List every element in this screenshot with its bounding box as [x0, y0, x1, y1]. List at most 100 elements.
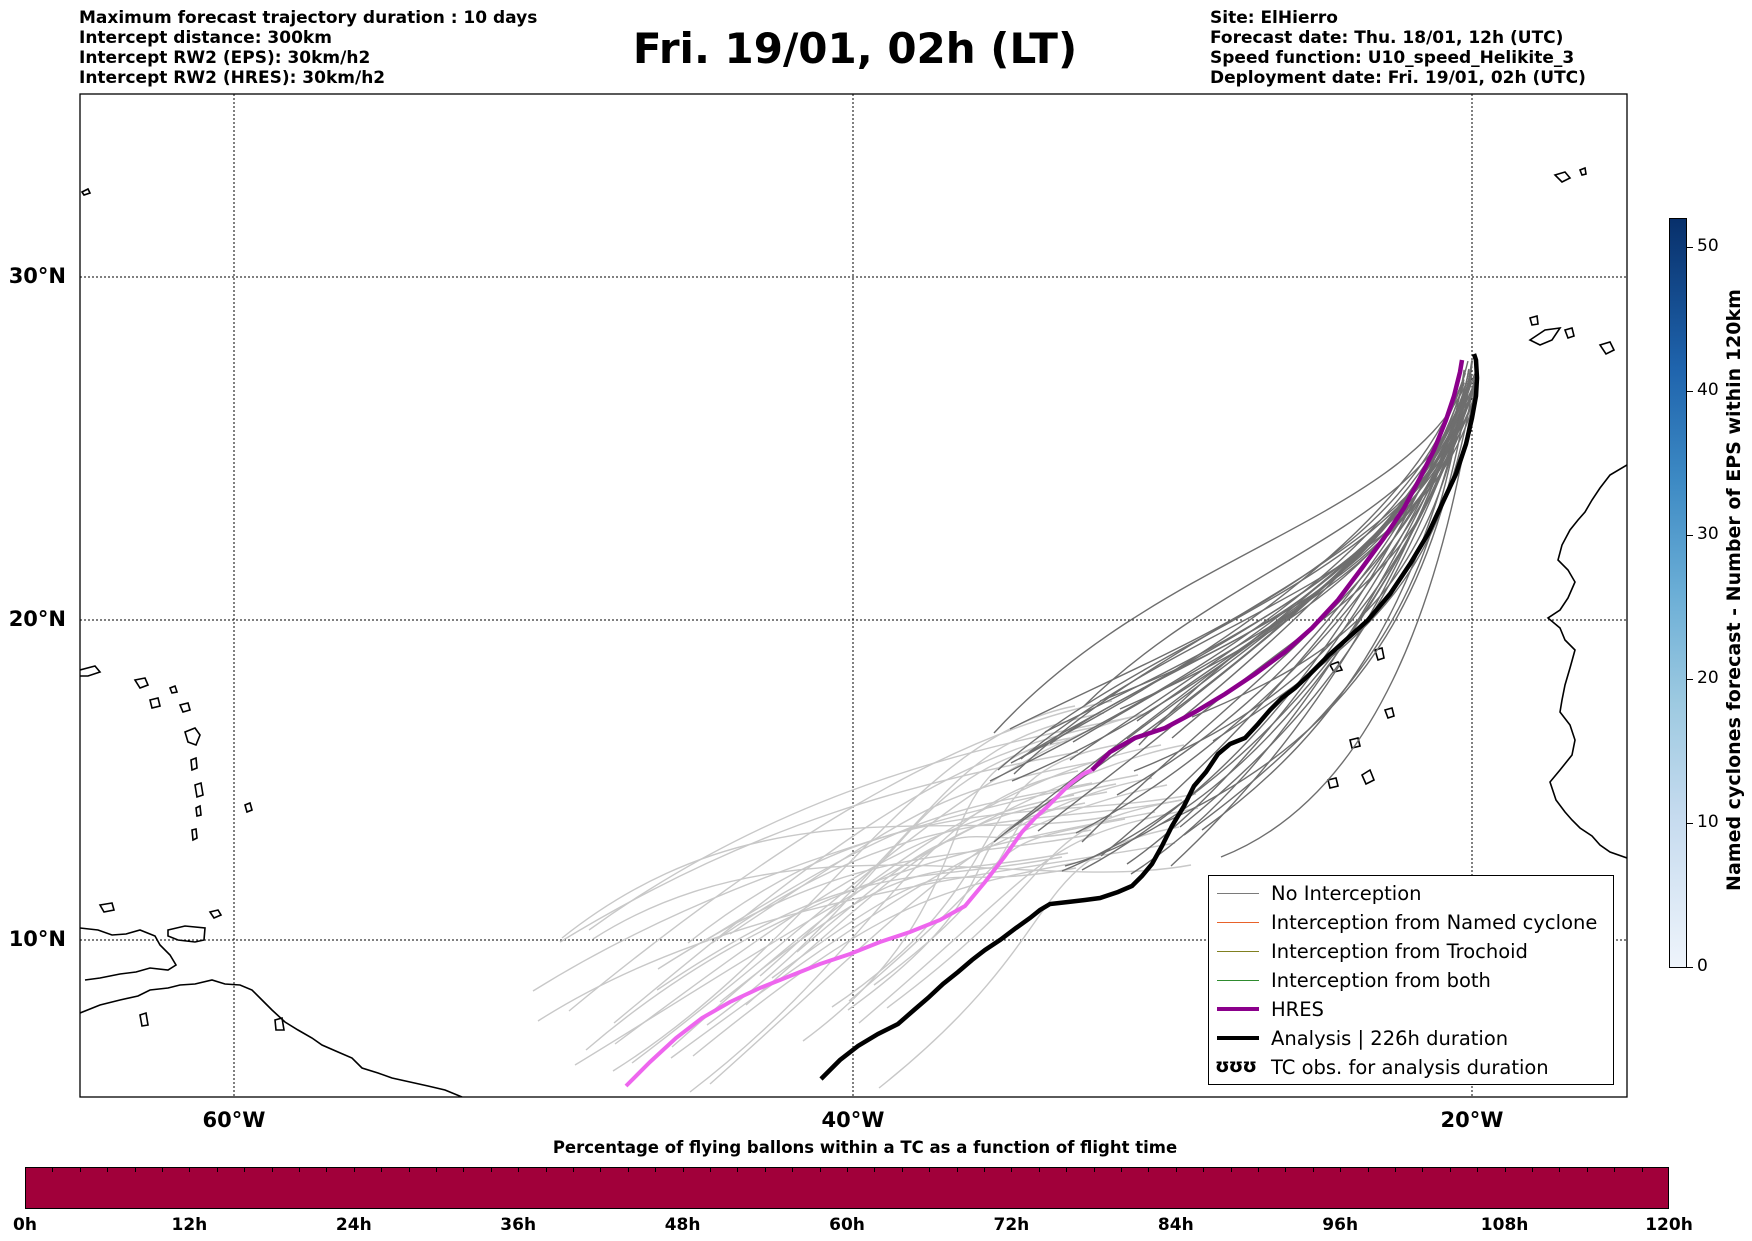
flight-time-tick	[381, 1167, 383, 1172]
ensemble-member-light	[592, 864, 1192, 940]
info-intercept-eps: Intercept RW2 (EPS): 30km/h2	[79, 48, 371, 68]
flight-time-tick	[1011, 1167, 1013, 1172]
ensemble-member-light	[689, 770, 1079, 1093]
flight-time-tick	[792, 1167, 794, 1172]
flight-time-tick-label: 12h	[171, 1215, 208, 1235]
ensemble-member-dark	[1136, 382, 1466, 722]
flight-time-tick	[79, 1167, 81, 1172]
flight-time-tick	[463, 1167, 465, 1172]
ensemble-member-light	[707, 782, 1093, 940]
ensemble-member-light	[709, 777, 1153, 1085]
island-cape-verde-5	[1327, 777, 1339, 789]
flight-time-tick	[490, 1167, 492, 1172]
flight-time-tick	[244, 1167, 246, 1172]
colorbar-tick	[1687, 967, 1693, 968]
island-bermuda	[80, 187, 92, 196]
ensemble-member-dark	[1044, 369, 1470, 733]
ensemble-member-light	[719, 852, 1069, 1003]
legend-label: No Interception	[1271, 882, 1422, 905]
flight-time-tick	[1175, 1167, 1177, 1172]
flight-time-tick	[189, 1167, 191, 1172]
island-aruba	[98, 902, 116, 913]
africa-coast	[1546, 464, 1627, 859]
ensemble-member-dark	[1064, 399, 1475, 867]
colorbar-tick	[1687, 823, 1693, 824]
flight-time-tick	[1230, 1167, 1232, 1172]
hres-trajectory-light	[624, 768, 1093, 1088]
island-madeira-2	[1578, 166, 1587, 176]
legend-item-named-cyclone: Interception from Named cyclone	[1209, 908, 1613, 937]
flight-time-tick	[271, 1167, 273, 1172]
flight-time-tick	[847, 1167, 848, 1172]
island-canary-3	[1563, 327, 1575, 340]
flight-time-tick	[216, 1167, 218, 1172]
ensemble-member-light	[656, 856, 1063, 991]
legend-item-trochoid: Interception from Trochoid	[1209, 937, 1613, 966]
island-cape-verde-2	[1328, 660, 1344, 673]
flight-time-tick-label: 108h	[1480, 1215, 1529, 1235]
legend-label: Interception from Trochoid	[1271, 940, 1528, 963]
legend-line-orange	[1217, 922, 1259, 923]
ensemble-member-light	[559, 751, 1079, 943]
flight-time-tick-label: 72h	[993, 1215, 1030, 1235]
ensemble-member-dark	[1037, 371, 1470, 832]
map-legend: No Interception Interception from Named …	[1208, 875, 1614, 1085]
lat-label-30n: 30°N	[8, 264, 66, 288]
flight-time-tick	[1614, 1167, 1616, 1172]
island-canary-1	[1528, 326, 1562, 346]
flight-time-tick	[1367, 1167, 1369, 1172]
island-madeira	[1553, 171, 1572, 183]
ensemble-member-dark	[1158, 360, 1474, 826]
island-cape-verde-3	[1349, 737, 1361, 749]
trinidad-island	[167, 925, 206, 943]
info-max-duration: Maximum forecast trajectory duration : 1…	[79, 8, 538, 28]
colorbar-tick	[1687, 535, 1693, 536]
island-canary-2	[1598, 341, 1616, 356]
flight-time-tick-label: 120h	[1645, 1215, 1693, 1235]
island-guadeloupe	[184, 727, 201, 747]
legend-line-gray	[1217, 893, 1259, 894]
ensemble-member-dark	[1212, 376, 1476, 742]
island-tobago	[208, 909, 223, 919]
flight-time-tick	[1395, 1167, 1396, 1172]
info-deployment-date: Deployment date: Fri. 19/01, 02h (UTC)	[1210, 68, 1586, 88]
flight-time-tick	[1449, 1167, 1451, 1172]
legend-item-tc-obs: ʊʊʊ TC obs. for analysis duration	[1209, 1053, 1613, 1082]
ensemble-member-light	[670, 784, 1168, 1059]
island-canary-4	[1529, 314, 1539, 326]
ensemble-member-dark	[1010, 372, 1467, 764]
legend-label: TC obs. for analysis duration	[1271, 1056, 1549, 1079]
flight-time-tick	[1285, 1167, 1287, 1172]
island-virgin	[133, 677, 150, 689]
flight-time-tick	[545, 1167, 547, 1172]
legend-item-no-interception: No Interception	[1209, 879, 1613, 908]
flight-time-tick-label: 36h	[500, 1215, 537, 1235]
legend-line-olive	[1217, 951, 1259, 952]
flight-time-tick	[1586, 1167, 1588, 1172]
island-cape-verde-4	[1360, 768, 1376, 786]
island-cape-verde-1	[1374, 646, 1385, 662]
legend-line-purple	[1217, 1007, 1259, 1011]
ensemble-member-light	[802, 737, 1071, 1042]
flight-time-tick	[1038, 1167, 1040, 1172]
island-barbados	[244, 801, 253, 814]
flight-time-tick	[326, 1167, 328, 1172]
island-stvincent	[191, 828, 198, 842]
colorbar-label: 10	[1697, 812, 1719, 832]
colorbar-label: 30	[1697, 524, 1719, 544]
lon-label-40w: 40°W	[821, 1108, 885, 1132]
island-antigua	[178, 702, 191, 713]
colorbar-tick	[1687, 391, 1693, 392]
ensemble-member-light	[858, 807, 1199, 1024]
island-dominica	[190, 756, 198, 772]
flight-time-tick	[929, 1167, 931, 1172]
flight-time-tick	[1641, 1167, 1643, 1172]
flight-time-tick-label: 84h	[1157, 1215, 1194, 1235]
flight-time-tick	[874, 1167, 876, 1172]
flight-time-tick	[682, 1167, 684, 1172]
ensemble-member-dark	[1081, 388, 1467, 871]
flight-time-tick-label: 0h	[13, 1215, 37, 1235]
coastlines	[80, 166, 1627, 1097]
colorbar-label: 40	[1697, 380, 1719, 400]
ensemble-member-light	[574, 744, 1185, 1066]
